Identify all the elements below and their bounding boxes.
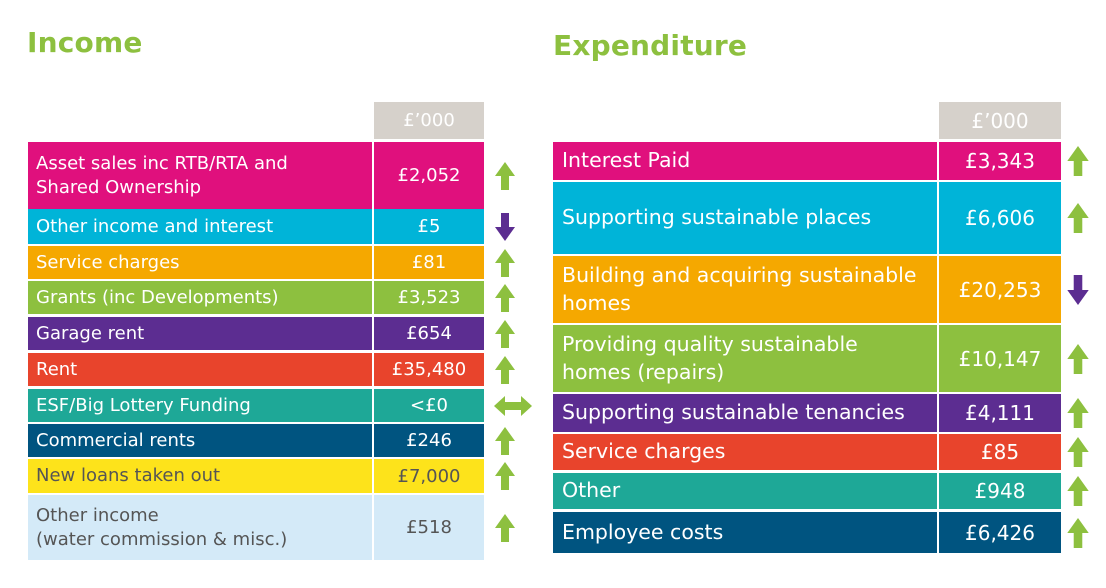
expenditure-row-label: Employee costs: [553, 512, 937, 553]
arrow-up-icon: [493, 459, 517, 493]
expenditure-row-label: Providing quality sustainable homes (rep…: [553, 325, 937, 392]
expenditure-row-value: £10,147: [937, 325, 1061, 392]
arrow-down-icon: [493, 209, 517, 244]
income-row-value: <£0: [372, 389, 484, 422]
income-row: Service charges £81: [28, 246, 484, 279]
expenditure-row: Supporting sustainable tenancies £4,111: [553, 394, 1061, 432]
income-row-label: Service charges: [28, 246, 372, 279]
arrow-up-icon: [1067, 512, 1089, 553]
income-row-value: £2,052: [372, 142, 484, 209]
income-row-label: New loans taken out: [28, 459, 372, 493]
income-row: New loans taken out £7,000: [28, 459, 484, 493]
income-table: £’000 Asset sales inc RTB/RTA and Shared…: [28, 102, 532, 560]
income-row-value: £7,000: [372, 459, 484, 493]
income-row-value: £35,480: [372, 353, 484, 386]
expenditure-row-value: £85: [937, 434, 1061, 470]
income-row: Garage rent £654: [28, 317, 484, 350]
arrow-up-icon: [1067, 394, 1089, 432]
arrow-up-icon: [493, 424, 517, 457]
arrow-up-icon: [493, 142, 517, 209]
arrow-up-icon: [493, 353, 517, 386]
expenditure-row-label: Other: [553, 473, 937, 509]
income-row: Commercial rents £246: [28, 424, 484, 457]
expenditure-row: Supporting sustainable places £6,606: [553, 182, 1061, 254]
arrow-left-right-icon: [493, 389, 533, 422]
expenditure-row-value: £6,426: [937, 512, 1061, 553]
income-heading: Income: [27, 26, 143, 59]
income-row: ESF/Big Lottery Funding <£0: [28, 389, 484, 422]
income-row-value: £518: [372, 495, 484, 560]
arrow-up-icon: [493, 495, 517, 560]
expenditure-table: £’000 Interest Paid £3,343 Supporting sust…: [553, 102, 1089, 553]
arrow-up-icon: [1067, 473, 1089, 509]
income-row: Rent £35,480: [28, 353, 484, 386]
expenditure-row: Interest Paid £3,343: [553, 142, 1061, 180]
income-row: Asset sales inc RTB/RTA and Shared Owner…: [28, 142, 484, 209]
income-row: Grants (inc Developments) £3,523: [28, 281, 484, 314]
expenditure-row-value: £6,606: [937, 182, 1061, 254]
arrow-up-icon: [493, 317, 517, 350]
income-row-label: Rent: [28, 353, 372, 386]
expenditure-row-label: Supporting sustainable tenancies: [553, 394, 937, 432]
income-row-label: Other income and interest: [28, 209, 372, 244]
expenditure-row: Providing quality sustainable homes (rep…: [553, 325, 1061, 392]
expenditure-row-label: Service charges: [553, 434, 937, 470]
income-row-label: ESF/Big Lottery Funding: [28, 389, 372, 422]
arrow-up-icon: [493, 281, 517, 314]
expenditure-row: Other £948: [553, 473, 1061, 509]
income-row-value: £5: [372, 209, 484, 244]
income-row-label: Other income (water commission & misc.): [28, 495, 372, 560]
arrow-up-icon: [1067, 434, 1089, 470]
expenditure-heading: Expenditure: [553, 29, 748, 62]
income-row-label: Commercial rents: [28, 424, 372, 457]
expenditure-row: Building and acquiring sustainable homes…: [553, 256, 1061, 323]
arrow-up-icon: [1067, 142, 1089, 180]
expenditure-row-label: Building and acquiring sustainable homes: [553, 256, 937, 323]
expenditure-row-label: Supporting sustainable places: [553, 182, 937, 254]
income-row-label: Garage rent: [28, 317, 372, 350]
income-unit-header: £’000: [374, 102, 484, 139]
expenditure-unit-header: £’000: [939, 102, 1061, 139]
income-row-label: Asset sales inc RTB/RTA and Shared Owner…: [28, 142, 372, 209]
income-row-value: £3,523: [372, 281, 484, 314]
income-row-value: £81: [372, 246, 484, 279]
arrow-up-icon: [1067, 325, 1089, 392]
expenditure-row: Service charges £85: [553, 434, 1061, 470]
expenditure-row-value: £3,343: [937, 142, 1061, 180]
arrow-up-icon: [493, 246, 517, 279]
income-row-value: £654: [372, 317, 484, 350]
income-row-value: £246: [372, 424, 484, 457]
expenditure-row-value: £948: [937, 473, 1061, 509]
arrow-up-icon: [1067, 182, 1089, 254]
expenditure-row-value: £20,253: [937, 256, 1061, 323]
expenditure-row: Employee costs £6,426: [553, 512, 1061, 553]
expenditure-row-value: £4,111: [937, 394, 1061, 432]
income-row: Other income (water commission & misc.) £…: [28, 495, 484, 560]
income-row-label: Grants (inc Developments): [28, 281, 372, 314]
income-row: Other income and interest £5: [28, 209, 484, 244]
expenditure-row-label: Interest Paid: [553, 142, 937, 180]
arrow-down-icon: [1067, 256, 1089, 323]
